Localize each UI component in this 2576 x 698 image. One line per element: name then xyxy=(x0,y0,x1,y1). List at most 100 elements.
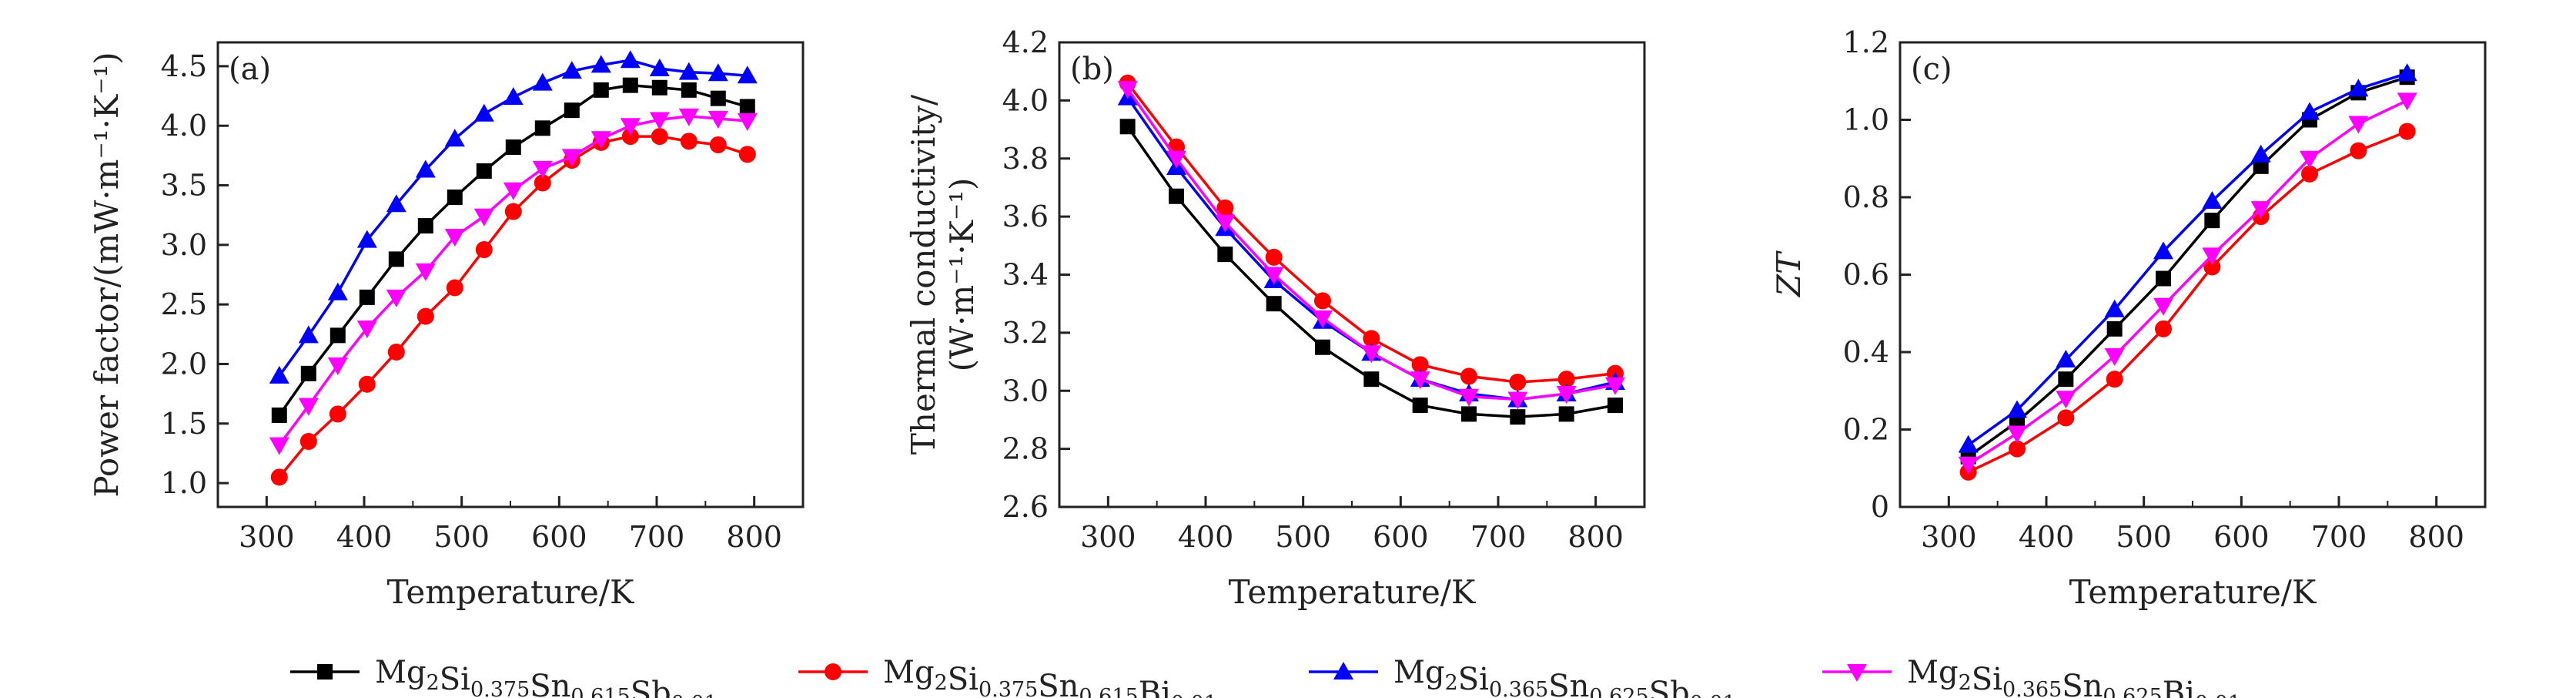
x-tick-label: 700 xyxy=(2311,520,2367,554)
data-point xyxy=(415,263,436,281)
data-point xyxy=(2007,425,2027,444)
data-point xyxy=(1507,391,1528,410)
data-point xyxy=(1363,371,1380,388)
y-tick-label: 0 xyxy=(1871,490,1889,524)
data-point xyxy=(593,82,609,98)
chart-panel-3: 300 400 500 600 700 800 0 0.2 0.4 0.6 0.8 1.0 1.2 Tem… xyxy=(1770,25,2487,611)
data-point xyxy=(1556,386,1577,404)
y-tick-label: 0.6 xyxy=(1843,258,1889,292)
legend-item-4: Mg2Si0.365Sn0.625Bi0.01 xyxy=(1822,655,2241,698)
series-1 xyxy=(271,77,755,423)
data-point xyxy=(649,59,670,77)
data-point xyxy=(561,61,582,79)
data-point xyxy=(1314,292,1331,310)
series-3 xyxy=(1958,63,2417,453)
data-point xyxy=(1958,435,1979,453)
data-point xyxy=(2204,213,2220,229)
x-axis-title: Temperature/K xyxy=(2069,573,2317,611)
legend: Mg2Si0.375Sn0.615Sb0.01 Mg2Si0.375Sn0.615… xyxy=(290,655,2241,698)
y-tick-label: 2.5 xyxy=(161,287,207,321)
x-axis-title: Temperature/K xyxy=(1229,573,1477,611)
data-point xyxy=(503,87,524,106)
series-1 xyxy=(1119,119,1623,425)
data-point xyxy=(2057,409,2075,427)
data-point xyxy=(505,139,521,156)
data-point xyxy=(2301,165,2318,183)
data-point xyxy=(387,344,405,361)
data-point xyxy=(2104,299,2125,317)
series-4 xyxy=(1117,81,1625,410)
series-1 xyxy=(1960,69,2415,465)
y-tick-label: 3.2 xyxy=(1002,316,1049,350)
legend-label: Mg2Si0.365Sn0.625Sb0.01 xyxy=(1393,655,1736,698)
data-point xyxy=(298,398,319,416)
x-tick-label: 700 xyxy=(629,520,685,554)
data-point xyxy=(1509,373,1527,391)
data-point xyxy=(2300,150,2320,169)
data-point xyxy=(269,365,289,384)
data-point xyxy=(739,99,755,115)
legend-marker xyxy=(317,664,333,680)
legend-label: Mg2Si0.375Sn0.615Bi0.01 xyxy=(883,655,1217,698)
data-point xyxy=(2153,297,2173,316)
data-point xyxy=(2202,247,2223,266)
plot-frame xyxy=(1058,41,1646,508)
data-point xyxy=(1411,356,1429,374)
x-tick-label: 600 xyxy=(2213,520,2270,554)
data-point xyxy=(2009,414,2025,430)
y-tick-label: 3.5 xyxy=(161,169,207,203)
data-point xyxy=(708,110,728,129)
data-point xyxy=(621,128,639,146)
data-point xyxy=(590,131,611,149)
y-tick-label: 1.2 xyxy=(1843,25,1889,59)
x-tick-label: 800 xyxy=(2408,520,2464,554)
data-point xyxy=(359,289,375,305)
data-point xyxy=(1217,247,1233,263)
data-point xyxy=(2009,440,2026,458)
data-point xyxy=(503,182,524,200)
data-point xyxy=(1410,371,1430,390)
data-point xyxy=(1169,188,1184,204)
data-point xyxy=(678,108,699,126)
series-line xyxy=(278,115,748,446)
data-point xyxy=(1361,345,1382,364)
legend-item-1: Mg2Si0.375Sn0.615Sb0.01 xyxy=(290,655,718,698)
y-tick-label: 4.5 xyxy=(161,49,207,83)
data-point xyxy=(2300,102,2320,120)
y-tick-label: 4.0 xyxy=(1002,83,1049,117)
x-tick-label: 600 xyxy=(531,520,587,554)
data-point xyxy=(2106,320,2123,337)
data-point xyxy=(534,174,551,192)
chart-panel-2: 300 400 500 600 700 800 2.6 2.8 3.0 3.2 3.4 3.6 3.8 4… xyxy=(905,25,1646,611)
data-point xyxy=(447,190,463,205)
x-tick-label: 800 xyxy=(1567,520,1624,554)
data-point xyxy=(620,50,641,69)
data-point xyxy=(651,128,668,146)
data-point xyxy=(1412,398,1428,414)
data-point xyxy=(2007,400,2027,418)
series-line xyxy=(278,83,748,416)
data-point xyxy=(564,102,580,119)
y-tick-label: 1.0 xyxy=(1843,103,1889,137)
data-point xyxy=(417,218,433,234)
x-tick-label: 400 xyxy=(336,520,393,554)
y-tick-label: 2.6 xyxy=(1002,490,1049,524)
data-point xyxy=(1459,388,1479,407)
data-point xyxy=(2397,92,2417,111)
x-tick-label: 800 xyxy=(726,520,782,554)
data-point xyxy=(1166,150,1186,169)
x-tick-label: 500 xyxy=(2116,520,2172,554)
data-point xyxy=(1363,330,1380,347)
data-point xyxy=(2156,270,2171,287)
data-point xyxy=(327,282,348,300)
x-tick-label: 300 xyxy=(1921,520,1977,554)
data-point xyxy=(681,82,697,98)
data-point xyxy=(708,63,728,82)
y-tick-label: 3.8 xyxy=(1002,142,1049,176)
data-point xyxy=(356,230,377,248)
data-point xyxy=(2106,371,2123,388)
data-point xyxy=(444,229,465,247)
series-2 xyxy=(1959,122,2416,481)
data-point xyxy=(2350,142,2367,159)
x-tick-label: 400 xyxy=(1178,520,1234,554)
